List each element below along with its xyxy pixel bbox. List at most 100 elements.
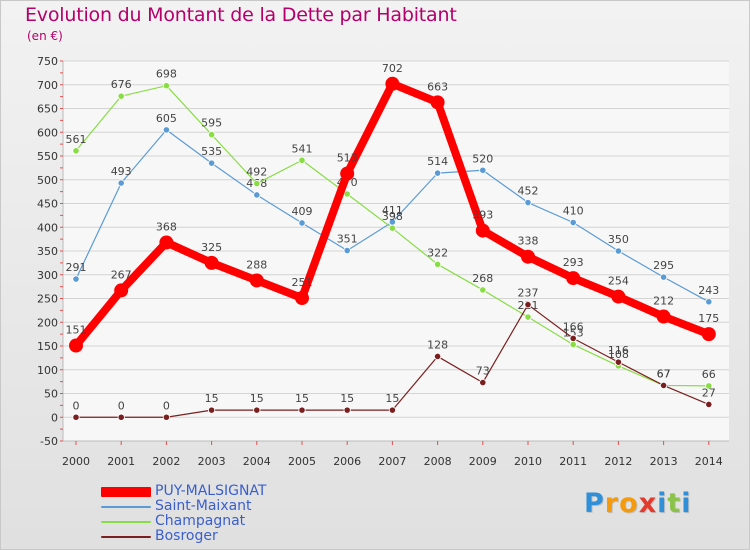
- logo-letter: o: [619, 488, 639, 519]
- data-point-champagnat: [343, 190, 351, 198]
- data-label-puy-malsignat: 267: [111, 268, 132, 281]
- y-tick-label: 200: [37, 316, 58, 329]
- data-label-champagnat: 322: [427, 246, 448, 259]
- x-tick-label: 2000: [62, 455, 90, 468]
- data-label-saint-maixant: 409: [292, 205, 313, 218]
- x-tick-label: 2003: [198, 455, 226, 468]
- data-label-saint-maixant: 243: [698, 284, 719, 297]
- data-point-champagnat: [569, 340, 577, 349]
- data-point-champagnat: [705, 382, 713, 390]
- data-label-bosroger: 116: [608, 344, 629, 357]
- data-label-saint-maixant: 295: [653, 259, 674, 272]
- data-point-bosroger: [298, 406, 306, 414]
- data-label-saint-maixant: 605: [156, 112, 177, 125]
- y-tick-label: 650: [37, 103, 58, 116]
- data-label-puy-malsignat: 513: [337, 152, 358, 165]
- legend-label: Champagnat: [155, 513, 246, 529]
- data-point-bosroger: [388, 406, 396, 414]
- x-tick-label: 2002: [152, 455, 180, 468]
- data-label-puy-malsignat: 702: [382, 62, 403, 75]
- data-label-bosroger: 67: [657, 367, 671, 380]
- data-label-puy-malsignat: 325: [201, 241, 222, 254]
- y-tick-label: 700: [37, 79, 58, 92]
- data-point-champagnat: [208, 131, 216, 139]
- data-point-saint-maixant: [705, 298, 713, 306]
- data-point-puy-malsignat: [340, 166, 355, 181]
- data-point-saint-maixant: [162, 126, 170, 134]
- logo-letter: x: [638, 488, 658, 519]
- y-tick-label: 500: [37, 174, 58, 187]
- data-point-bosroger: [208, 406, 216, 414]
- data-label-puy-malsignat: 663: [427, 80, 448, 93]
- data-point-champagnat: [253, 179, 261, 188]
- y-tick-label: 550: [37, 150, 58, 163]
- data-label-bosroger: 0: [163, 399, 170, 412]
- data-point-bosroger: [433, 352, 442, 361]
- x-tick-label: 2006: [333, 455, 361, 468]
- data-point-saint-maixant: [117, 179, 125, 187]
- y-tick-label: 450: [37, 198, 58, 211]
- data-label-saint-maixant: 520: [472, 152, 493, 165]
- data-label-bosroger: 0: [73, 399, 80, 412]
- logo-letter: t: [667, 488, 682, 519]
- legend-swatch: [101, 506, 151, 508]
- y-tick-label: 350: [37, 245, 58, 258]
- legend-label: Saint-Maixant: [155, 498, 252, 514]
- data-point-champagnat: [162, 82, 170, 90]
- data-label-bosroger: 15: [295, 392, 309, 405]
- data-label-saint-maixant: 351: [337, 233, 358, 246]
- data-label-bosroger: 166: [563, 320, 584, 333]
- data-label-saint-maixant: 291: [66, 261, 87, 274]
- data-point-champagnat: [479, 286, 487, 294]
- logo-letter: r: [604, 488, 620, 519]
- data-label-champagnat: 153: [563, 327, 584, 340]
- data-point-puy-malsignat: [701, 327, 716, 342]
- data-label-bosroger: 15: [340, 392, 354, 405]
- legend-swatch: [101, 487, 151, 497]
- data-point-saint-maixant: [659, 273, 668, 281]
- data-label-puy-malsignat: 251: [292, 276, 313, 289]
- data-point-bosroger: [614, 358, 623, 366]
- data-label-puy-malsignat: 151: [66, 324, 87, 337]
- data-label-saint-maixant: 410: [563, 205, 584, 218]
- data-label-champagnat: 268: [472, 272, 493, 285]
- data-label-champagnat: 66: [702, 368, 716, 381]
- data-point-champagnat: [388, 224, 396, 232]
- x-tick-label: 2008: [424, 455, 452, 468]
- data-point-saint-maixant: [479, 166, 487, 174]
- data-label-champagnat: 492: [246, 166, 267, 179]
- x-tick-label: 2013: [650, 455, 678, 468]
- data-label-bosroger: 15: [250, 392, 264, 405]
- data-point-saint-maixant: [433, 169, 442, 177]
- logo-letter: P: [584, 488, 605, 519]
- data-point-champagnat: [298, 156, 306, 164]
- data-label-champagnat: 595: [201, 117, 222, 130]
- data-label-puy-malsignat: 212: [653, 295, 674, 308]
- x-tick-label: 2012: [604, 455, 632, 468]
- data-label-puy-malsignat: 288: [246, 258, 267, 271]
- data-point-bosroger: [569, 334, 577, 342]
- data-label-saint-maixant: 535: [201, 145, 222, 158]
- data-label-saint-maixant: 411: [382, 204, 403, 217]
- data-point-bosroger: [162, 413, 170, 421]
- logo-letter: i: [681, 488, 692, 519]
- x-tick-label: 2009: [469, 455, 497, 468]
- x-tick-label: 2014: [695, 455, 723, 468]
- data-label-bosroger: 15: [385, 392, 399, 405]
- data-point-puy-malsignat: [475, 223, 490, 238]
- data-label-puy-malsignat: 293: [563, 256, 584, 269]
- y-tick-label: 100: [37, 364, 58, 377]
- data-label-champagnat: 108: [608, 348, 629, 361]
- data-point-puy-malsignat: [656, 309, 671, 324]
- data-point-saint-maixant: [298, 219, 306, 227]
- data-point-puy-malsignat: [204, 255, 219, 270]
- data-point-saint-maixant: [253, 191, 261, 199]
- data-point-puy-malsignat: [249, 273, 264, 288]
- data-point-puy-malsignat: [114, 283, 129, 298]
- data-label-bosroger: 237: [518, 287, 539, 300]
- legend-label: Bosroger: [155, 528, 218, 544]
- legend-swatch: [101, 521, 151, 523]
- data-label-bosroger: 128: [427, 338, 448, 351]
- data-label-champagnat: 67: [657, 367, 671, 380]
